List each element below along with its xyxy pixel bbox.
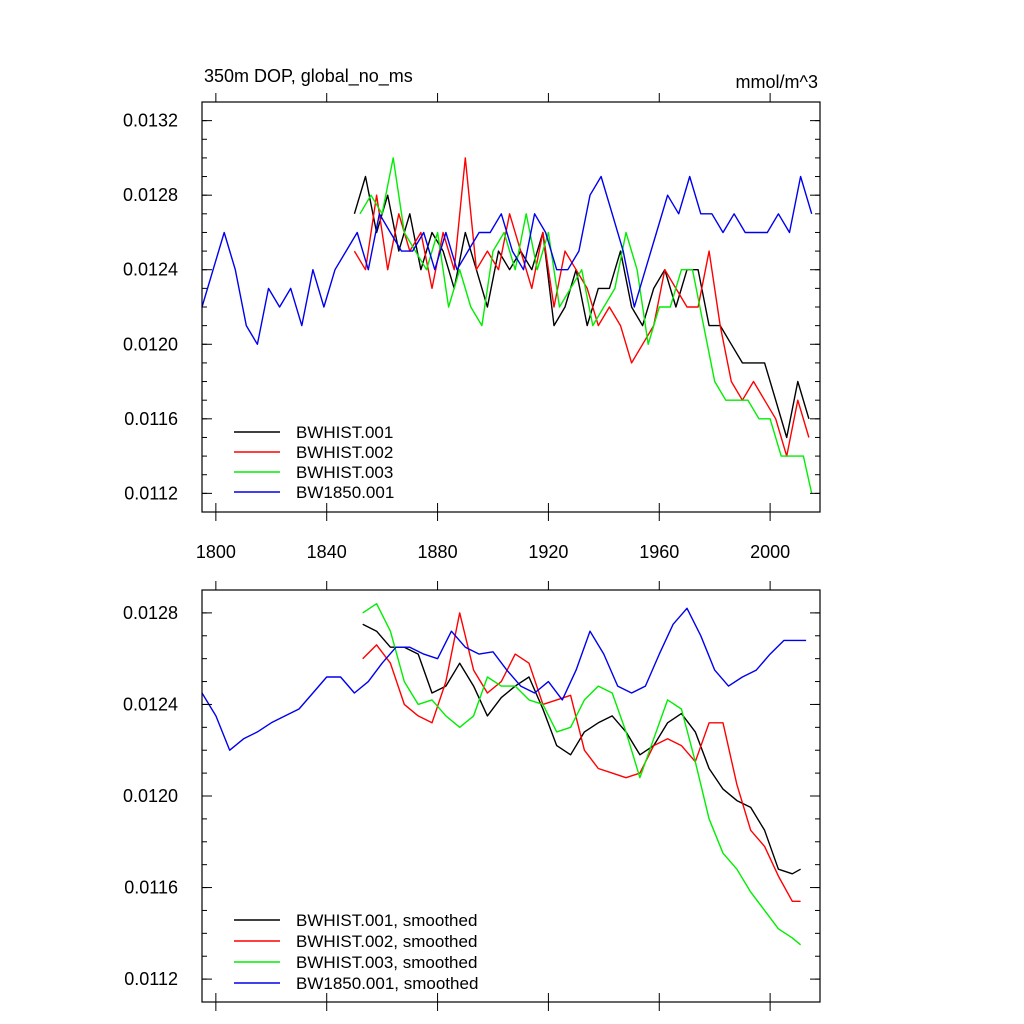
- bottom-legend: BWHIST.001, smoothed BWHIST.002, smoothed…: [234, 911, 478, 993]
- legend-label: BWHIST.002, smoothed: [296, 932, 477, 951]
- series-line-2: [353, 157, 810, 457]
- y-tick-label: 0.0128: [123, 603, 178, 623]
- top-series-lines: [201, 157, 813, 494]
- y-tick-label: 0.0120: [123, 786, 178, 806]
- y-tick-label: 0.0112: [124, 483, 178, 503]
- legend-label: BWHIST.002: [296, 443, 393, 462]
- x-tick-label: 1840: [307, 542, 347, 562]
- bottom-ticks: 0.0112 0.0116 0.0120 0.0124 0.0128: [123, 581, 820, 1011]
- y-tick-label: 0.0124: [123, 260, 178, 280]
- x-tick-label: 1880: [418, 542, 458, 562]
- x-tick-label: 1920: [528, 542, 568, 562]
- series-line-3: [359, 157, 813, 494]
- units-label: mmol/m^3: [736, 72, 818, 92]
- legend-label: BW1850.001, smoothed: [296, 974, 478, 993]
- top-plot-frame: [201, 101, 821, 513]
- series-line-1: [362, 623, 801, 875]
- series-line-3: [362, 603, 802, 946]
- series-line-2: [362, 612, 801, 902]
- y-tick-label: 0.0124: [123, 694, 178, 714]
- y-tick-label: 0.0116: [124, 878, 178, 898]
- y-tick-label: 0.0112: [124, 969, 178, 989]
- bottom-series-lines: [201, 603, 807, 946]
- series-line-4: [201, 175, 813, 345]
- x-tick-label: 2000: [750, 542, 790, 562]
- top-panel: 350m DOP, global_no_ms mmol/m^3 1800 1840…: [123, 66, 821, 562]
- chart-title: 350m DOP, global_no_ms: [204, 66, 413, 87]
- legend-label: BWHIST.001: [296, 423, 393, 442]
- y-tick-label: 0.0120: [123, 334, 178, 354]
- x-tick-label: 1960: [639, 542, 679, 562]
- bottom-panel: 0.0112 0.0116 0.0120 0.0124 0.0128 BWHIST.00…: [123, 581, 821, 1011]
- legend-label: BWHIST.003, smoothed: [296, 953, 477, 972]
- y-tick-label: 0.0132: [123, 111, 178, 131]
- y-tick-label: 0.0116: [124, 409, 178, 429]
- legend-label: BWHIST.003: [296, 463, 393, 482]
- bottom-plot-frame: [201, 589, 821, 1003]
- top-ticks: 1800 1840 1880 1920 1960 2000 0.0112 0.0116 0.01…: [123, 93, 820, 562]
- series-line-1: [353, 175, 810, 439]
- legend-label: BW1850.001: [296, 483, 394, 502]
- x-tick-label: 1800: [196, 542, 236, 562]
- series-line-4: [201, 607, 807, 751]
- legend-label: BWHIST.001, smoothed: [296, 911, 477, 930]
- y-tick-label: 0.0128: [123, 185, 178, 205]
